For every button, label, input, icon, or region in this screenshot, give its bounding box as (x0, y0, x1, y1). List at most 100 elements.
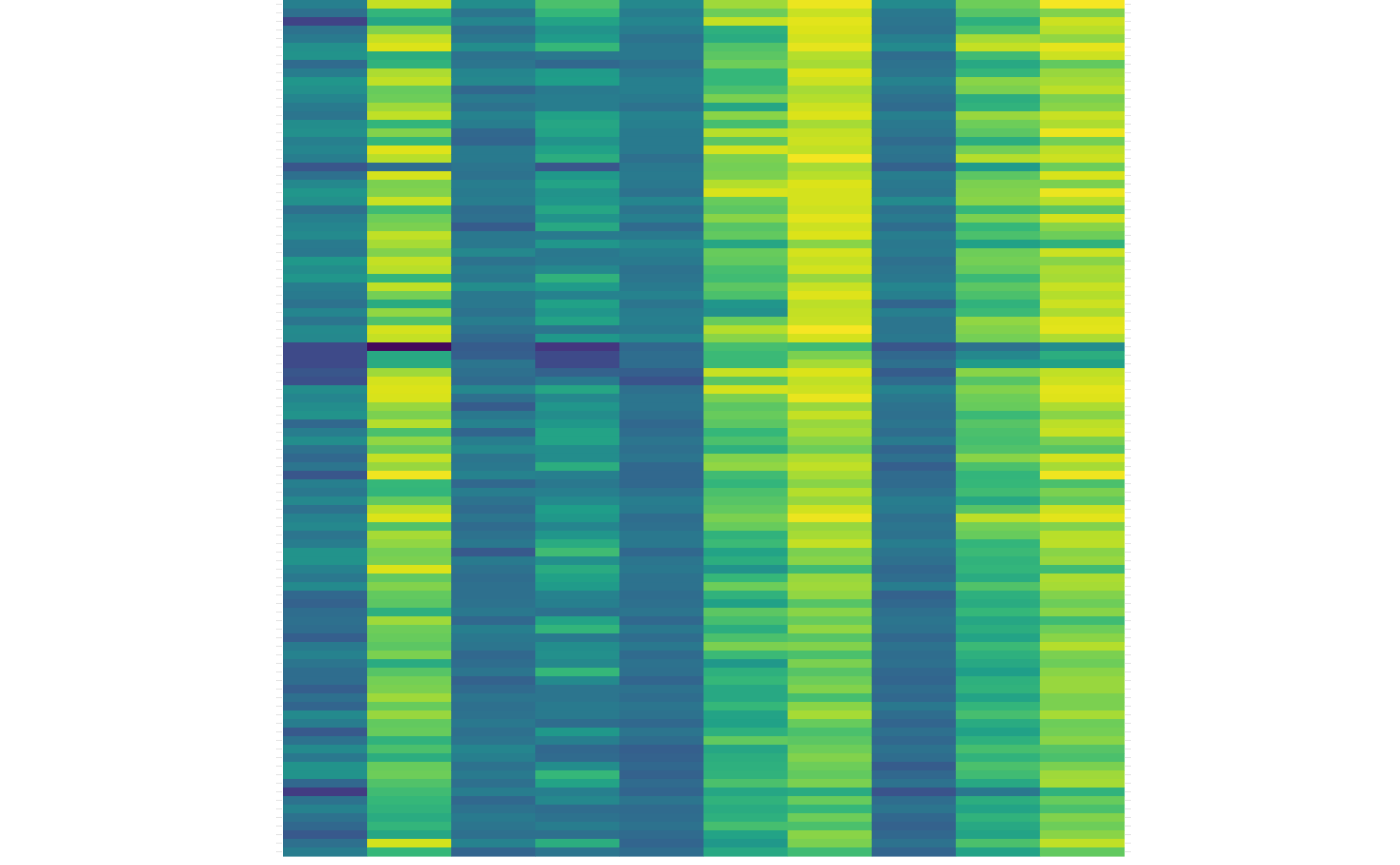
heatmap-cell (367, 51, 452, 61)
heatmap-cell (955, 316, 1041, 326)
heatmap-cell (451, 796, 536, 806)
heatmap-cell (703, 265, 789, 275)
heatmap-cell (451, 128, 536, 138)
heatmap-cell (535, 282, 620, 292)
heatmap-cell (367, 607, 452, 617)
heatmap-cell (367, 539, 452, 549)
heatmap-cell (955, 256, 1041, 266)
heatmap-cell (955, 590, 1041, 600)
heatmap-cell (619, 214, 705, 224)
heatmap-cell (703, 590, 789, 600)
heatmap-cell (1039, 51, 1125, 61)
heatmap-cell (703, 0, 789, 10)
heatmap-cell (955, 607, 1041, 617)
heatmap-cell (1039, 256, 1125, 266)
heatmap-cell (283, 145, 368, 155)
heatmap-cell (619, 496, 705, 506)
heatmap-cell (619, 273, 705, 284)
heatmap-cell (535, 650, 620, 660)
heatmap-cell (955, 51, 1041, 61)
heatmap-cell (619, 171, 705, 181)
heatmap-cell (367, 299, 452, 309)
heatmap-cell (367, 342, 452, 352)
heatmap-cell (283, 470, 368, 480)
heatmap-cell (871, 231, 957, 241)
heatmap-cell (871, 453, 957, 463)
heatmap-cell (703, 684, 789, 694)
heatmap-cell (787, 128, 873, 138)
heatmap-cell (451, 350, 536, 361)
heatmap-cell (1039, 778, 1125, 789)
heatmap-cell (451, 256, 536, 266)
heatmap-cell (367, 744, 452, 754)
heatmap-cell (871, 248, 957, 258)
heatmap-cell (619, 68, 705, 78)
heatmap-cell (1039, 265, 1125, 275)
heatmap-cell (1039, 761, 1125, 771)
heatmap-cell (283, 727, 368, 737)
heatmap-cell (283, 744, 368, 754)
heatmap-cell (451, 522, 536, 532)
heatmap-cell (955, 701, 1041, 712)
heatmap-cell (367, 239, 452, 249)
heatmap-cell (787, 34, 873, 44)
heatmap-cell (703, 128, 789, 138)
heatmap-cell (619, 17, 705, 27)
heatmap-cell (451, 710, 536, 720)
heatmap-cell (619, 162, 705, 172)
heatmap-cell (1039, 796, 1125, 806)
heatmap-cell (955, 667, 1041, 677)
heatmap-cell (367, 402, 452, 412)
heatmap-cell (1039, 325, 1125, 335)
heatmap-cell (871, 539, 957, 549)
heatmap-cell (703, 453, 789, 463)
heatmap-cell (955, 470, 1041, 480)
heatmap-cell (955, 85, 1041, 95)
heatmap-cell (703, 513, 789, 523)
heatmap-cell (787, 838, 873, 849)
heatmap-cell (955, 770, 1041, 780)
heatmap-cell (451, 770, 536, 780)
heatmap-cell (535, 59, 620, 70)
heatmap-cell (787, 753, 873, 763)
heatmap-cell (871, 333, 957, 343)
heatmap-cell (703, 239, 789, 249)
heatmap-cell (283, 179, 368, 189)
heatmap-cell (871, 838, 957, 849)
heatmap-cell (451, 325, 536, 335)
heatmap-cell (1039, 539, 1125, 549)
heatmap-cell (367, 136, 452, 147)
heatmap-cell (283, 359, 368, 369)
heatmap-cell (535, 804, 620, 814)
heatmap-cell (955, 111, 1041, 121)
heatmap-cell (787, 684, 873, 694)
heatmap-cell (955, 68, 1041, 78)
heatmap-cell (1039, 847, 1125, 857)
heatmap-cell (1039, 436, 1125, 446)
heatmap-cell (283, 77, 368, 87)
heatmap-cell (955, 428, 1041, 438)
heatmap-cell (535, 684, 620, 694)
heatmap-cell (451, 462, 536, 472)
heatmap-cell (871, 222, 957, 232)
heatmap-cell (871, 813, 957, 823)
heatmap-cell (451, 547, 536, 557)
heatmap-cell (367, 736, 452, 746)
heatmap-cell (451, 59, 536, 70)
heatmap-cell (619, 513, 705, 523)
heatmap-cell (535, 273, 620, 284)
heatmap-cell (451, 102, 536, 112)
heatmap-cell (619, 222, 705, 232)
heatmap-cell (535, 42, 620, 52)
heatmap-cell (451, 719, 536, 729)
heatmap-cell (955, 547, 1041, 557)
heatmap-cell (535, 0, 620, 10)
heatmap-cell (535, 573, 620, 583)
heatmap-cell (535, 239, 620, 249)
heatmap-cell (535, 316, 620, 326)
heatmap-cell (451, 239, 536, 249)
heatmap-cell (787, 787, 873, 797)
heatmap-cell (955, 265, 1041, 275)
heatmap-cell (619, 847, 705, 857)
heatmap-cell (535, 308, 620, 318)
